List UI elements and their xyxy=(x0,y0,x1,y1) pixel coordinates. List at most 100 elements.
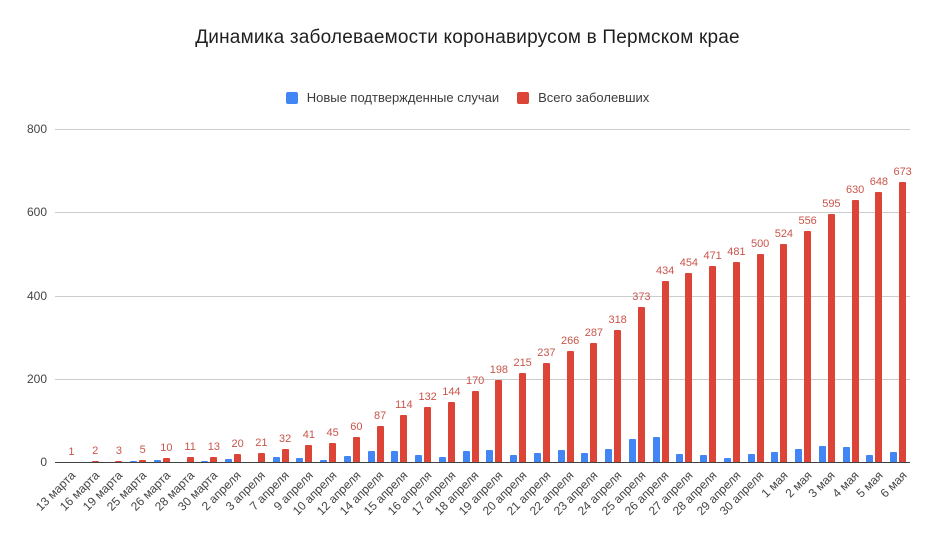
bar-value-label: 170 xyxy=(465,375,485,388)
bar-value-label: 10 xyxy=(160,441,173,454)
bar-value-label: 673 xyxy=(893,165,912,178)
bar-total-cases xyxy=(542,363,550,462)
legend-swatch-total-cases xyxy=(517,91,530,104)
y-axis-label: 400 xyxy=(26,288,47,303)
y-axis-label: 600 xyxy=(26,205,47,220)
gridline xyxy=(55,212,910,214)
bar-new-cases xyxy=(700,454,708,462)
bar-total-cases xyxy=(851,199,859,462)
bar-value-label: 45 xyxy=(326,427,339,440)
bar-new-cases xyxy=(343,455,351,462)
x-axis-label: 1 мая xyxy=(758,468,791,501)
x-axis-label: 4 мая xyxy=(829,468,862,501)
legend-swatch-new-cases xyxy=(285,91,298,104)
bar-total-cases xyxy=(875,192,883,462)
bar-total-cases xyxy=(352,437,360,462)
bar-new-cases xyxy=(890,451,898,462)
bar-value-label: 215 xyxy=(513,356,532,369)
bar-value-label: 5 xyxy=(139,443,146,456)
bar-total-cases xyxy=(234,453,242,462)
bar-new-cases xyxy=(842,447,850,462)
bar-value-label: 60 xyxy=(350,421,363,434)
bar-new-cases xyxy=(605,449,613,462)
bar-total-cases xyxy=(685,273,693,462)
bar-total-cases xyxy=(115,460,123,462)
bar-value-label: 41 xyxy=(302,428,315,441)
chart-title: Динамика заболеваемости коронавирусом в … xyxy=(195,27,740,48)
legend-label: Всего заболевших xyxy=(538,90,650,105)
bar-total-cases xyxy=(305,444,313,462)
bar-total-cases xyxy=(780,243,788,462)
bar-total-cases xyxy=(637,306,645,462)
bar-new-cases xyxy=(866,454,874,462)
bar-new-cases xyxy=(153,459,161,462)
bar-value-label: 373 xyxy=(632,290,651,303)
bar-total-cases xyxy=(804,230,812,462)
bar-value-label: 20 xyxy=(231,437,244,450)
legend-item-total-cases: Всего заболевших xyxy=(517,90,649,105)
bar-value-label: 237 xyxy=(537,347,556,360)
bar-value-label: 32 xyxy=(279,432,292,445)
bar-new-cases xyxy=(510,454,518,462)
gridline xyxy=(55,129,910,130)
bar-value-label: 21 xyxy=(255,437,268,450)
bar-total-cases xyxy=(376,425,384,462)
bar-new-cases xyxy=(652,436,660,462)
bar-total-cases xyxy=(732,261,740,462)
bar-value-label: 87 xyxy=(374,409,387,422)
legend: Новые подтвержденные случаи Всего заболев… xyxy=(0,90,935,105)
bar-total-cases xyxy=(471,391,479,462)
bar-new-cases xyxy=(391,450,399,462)
bar-value-label: 630 xyxy=(845,183,865,196)
bar-value-label: 524 xyxy=(774,227,794,240)
bar-new-cases xyxy=(771,452,779,462)
bar-value-label: 2 xyxy=(92,445,99,458)
bar-new-cases xyxy=(225,459,233,462)
bar-value-label: 1 xyxy=(68,445,75,458)
bar-new-cases xyxy=(795,448,803,462)
bar-value-label: 481 xyxy=(727,245,746,258)
bar-new-cases xyxy=(438,457,446,462)
bar-value-label: 471 xyxy=(703,249,722,262)
bar-new-cases xyxy=(415,454,423,462)
legend-label: Новые подтвержденные случаи xyxy=(306,90,500,105)
bar-total-cases xyxy=(756,253,764,462)
bar-total-cases xyxy=(257,453,265,462)
bar-value-label: 287 xyxy=(584,326,604,339)
bar-value-label: 454 xyxy=(679,257,699,270)
bar-new-cases xyxy=(747,454,755,462)
bar-new-cases xyxy=(367,450,375,462)
y-axis-label: 0 xyxy=(40,455,47,469)
bar-new-cases xyxy=(557,449,565,462)
bar-total-cases xyxy=(447,402,455,462)
bar-new-cases xyxy=(462,451,470,462)
x-axis-label: 5 мая xyxy=(853,468,886,501)
bar-total-cases xyxy=(519,372,527,462)
x-axis-label: 6 мая xyxy=(877,468,910,501)
bar-value-label: 3 xyxy=(115,444,122,457)
bar-value-label: 595 xyxy=(822,198,841,211)
bar-value-label: 144 xyxy=(442,386,461,399)
bar-value-label: 132 xyxy=(418,391,437,404)
bar-total-cases xyxy=(400,414,408,462)
bar-value-label: 500 xyxy=(750,237,770,250)
bar-total-cases xyxy=(614,329,622,462)
bar-total-cases xyxy=(899,181,907,462)
bar-total-cases xyxy=(495,379,503,462)
bar-total-cases xyxy=(139,459,147,462)
y-axis-label: 800 xyxy=(26,122,47,136)
bar-value-label: 318 xyxy=(608,313,627,326)
bar-total-cases xyxy=(566,351,574,462)
bar-new-cases xyxy=(723,457,731,462)
bar-value-label: 13 xyxy=(207,440,220,453)
bar-value-label: 11 xyxy=(184,441,196,454)
bar-value-label: 648 xyxy=(869,176,889,189)
bar-total-cases xyxy=(210,456,218,462)
bar-total-cases xyxy=(281,448,289,462)
bar-value-label: 434 xyxy=(655,265,675,278)
bar-value-label: 114 xyxy=(395,398,413,411)
bar-total-cases xyxy=(186,457,194,462)
bar-value-label: 198 xyxy=(489,363,509,376)
bar-total-cases xyxy=(424,407,432,462)
bar-total-cases xyxy=(661,281,669,462)
